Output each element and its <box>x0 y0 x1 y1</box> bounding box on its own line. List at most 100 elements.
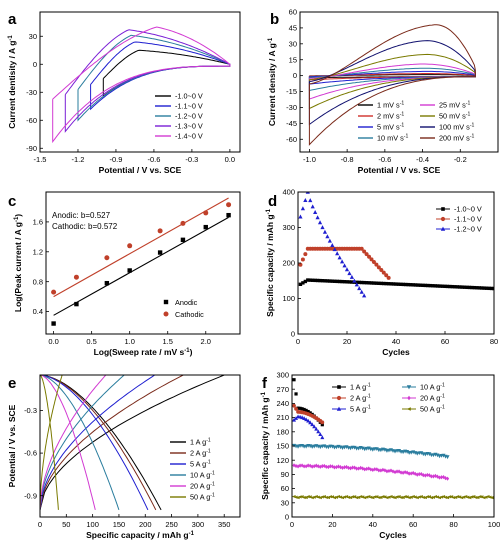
data-point <box>431 474 435 479</box>
data-point <box>303 279 308 284</box>
y-tick-label: 0.4 <box>33 307 43 316</box>
data-point <box>433 284 437 288</box>
cv-curve <box>308 24 476 146</box>
data-point <box>292 463 296 468</box>
data-point <box>127 243 133 249</box>
data-point <box>458 285 462 289</box>
data-point <box>465 495 470 499</box>
plot-area-d <box>298 192 494 298</box>
data-point <box>203 224 208 230</box>
data-point <box>51 321 56 326</box>
data-point <box>306 278 310 282</box>
legend-label: 10 A g-1 <box>420 383 445 392</box>
data-point <box>372 495 377 499</box>
x-axis-title: Specific capacity / mAh g-1 <box>86 530 194 540</box>
y-tick-label: 0 <box>293 71 297 80</box>
y-axis-title: Current density / A g-1 <box>267 37 277 126</box>
data-point <box>327 238 332 243</box>
data-point <box>298 282 303 286</box>
data-point <box>482 286 486 290</box>
plot-frame-c <box>45 191 241 335</box>
data-point <box>311 278 315 282</box>
y-tick-label: 30 <box>281 498 289 507</box>
data-point <box>314 463 318 468</box>
data-point <box>445 476 450 481</box>
data-point <box>314 426 319 431</box>
data-point <box>360 280 364 285</box>
legend-label: Anodic <box>175 298 198 307</box>
data-point <box>318 278 322 283</box>
data-point <box>359 289 364 294</box>
data-point <box>429 474 433 479</box>
legend-label: 5 A g-1 <box>190 460 211 469</box>
data-point <box>302 464 306 469</box>
data-point <box>320 435 325 440</box>
data-point <box>431 284 435 288</box>
data-point <box>342 495 347 499</box>
data-point <box>104 255 110 261</box>
data-point <box>313 210 318 215</box>
data-point <box>374 262 379 267</box>
data-point <box>298 262 303 267</box>
panel-a: -1.5 -1.2 -0.9 -0.6 -0.3 0.0 -90 -60 -30 0 30 Poten… <box>7 11 241 175</box>
data-point <box>445 284 450 289</box>
x-tick-label: 40 <box>369 520 377 529</box>
panel-e: 0 50 100 150 200 250 300 350 -0.9 -0.6 -0.3 Specifi… <box>7 374 241 540</box>
data-point <box>332 496 337 500</box>
legend-label: -1.0~0 V <box>175 92 203 101</box>
data-point <box>337 255 342 260</box>
data-point <box>300 463 304 468</box>
data-point <box>475 286 479 290</box>
data-point <box>470 285 474 290</box>
data-point <box>323 279 327 283</box>
cv-curve <box>52 26 231 144</box>
data-point <box>73 274 79 280</box>
data-point <box>326 464 330 470</box>
data-point <box>413 283 418 287</box>
data-point <box>308 411 312 415</box>
y-tick-label: 30 <box>289 39 297 48</box>
x-tick-label: -0.9 <box>109 155 122 164</box>
data-point <box>421 283 425 288</box>
data-point <box>477 495 482 499</box>
data-point <box>320 495 324 499</box>
data-point <box>325 234 330 239</box>
data-point <box>487 286 491 291</box>
data-point <box>303 252 308 257</box>
data-point <box>443 284 447 289</box>
data-point <box>443 495 448 499</box>
data-point <box>310 422 315 427</box>
data-point <box>308 420 313 425</box>
legend-label: 1 mV s-1 <box>377 101 404 110</box>
x-tick-label: 250 <box>165 520 178 529</box>
data-point <box>336 464 341 469</box>
data-point <box>417 472 421 477</box>
data-point <box>157 228 163 234</box>
data-point <box>387 468 391 474</box>
data-point <box>379 267 384 272</box>
data-point <box>416 283 420 287</box>
x-tick-label: 0 <box>38 520 42 529</box>
y-tick-label: 400 <box>282 188 295 197</box>
data-point <box>381 270 386 275</box>
data-point <box>294 406 298 411</box>
data-point <box>342 465 347 470</box>
data-point <box>292 417 297 422</box>
data-point <box>203 210 209 216</box>
data-point <box>350 280 354 284</box>
legend-label: 10 mV s-1 <box>377 134 408 143</box>
data-point <box>440 284 445 288</box>
data-point <box>346 465 351 470</box>
data-point <box>300 257 305 262</box>
data-point <box>469 495 474 499</box>
data-point <box>300 407 304 411</box>
data-point <box>332 247 337 252</box>
data-point <box>332 465 337 470</box>
data-point <box>418 283 423 287</box>
data-point <box>399 282 403 286</box>
legend-label: Cathodic <box>175 310 204 319</box>
data-point <box>344 464 349 470</box>
data-point <box>304 464 308 469</box>
panel-label: d <box>268 193 277 210</box>
y-tick-label: 150 <box>276 442 289 451</box>
